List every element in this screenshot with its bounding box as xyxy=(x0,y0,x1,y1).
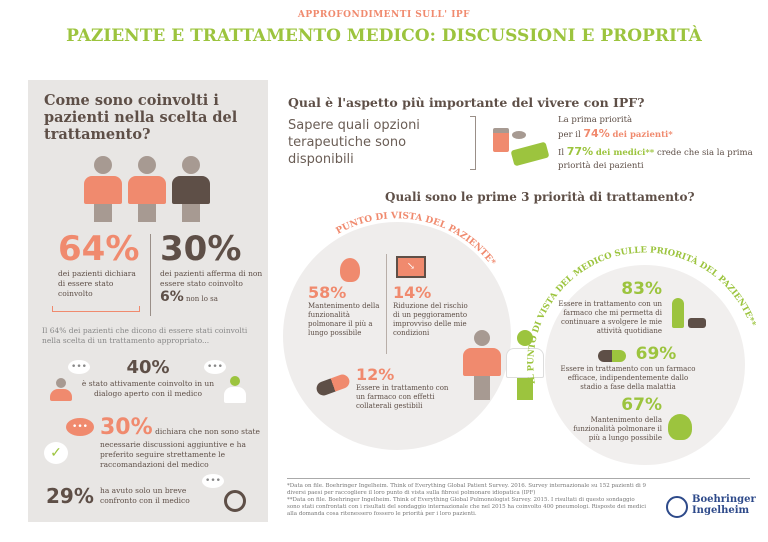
stat-77: 77% xyxy=(566,145,594,158)
stat-30-block: 30% dei pazienti afferma di non essere s… xyxy=(160,229,264,307)
bracket xyxy=(52,306,140,312)
patient-stat-58: 58% xyxy=(308,283,347,302)
divider xyxy=(386,254,387,354)
doctor-stat-69-block: 69% Essere in trattamento con un farmaco… xyxy=(560,344,696,392)
stat-30-text: dei pazienti afferma di non essere stato… xyxy=(160,269,263,289)
patient-stat-58-text: Mantenimento della funzionalità polmonar… xyxy=(308,302,380,338)
stat-29-text: ha avuto solo un breve confronto con il … xyxy=(100,486,190,505)
priority-text: dei medici** xyxy=(595,148,655,158)
person-walking-dog-icon xyxy=(672,298,684,328)
footnotes: *Data on file. Boehringer Ingelheim. Thi… xyxy=(287,483,647,518)
stat-40-block: 40% è stato attivamente coinvolto in un … xyxy=(80,357,216,399)
doctor-stat-83-block: 83% Essere in trattamento con un farmaco… xyxy=(552,279,662,336)
priority-text: Il xyxy=(558,148,565,158)
stat-30: 30% xyxy=(160,229,242,269)
stat-6: 6% xyxy=(160,289,184,306)
logo-line-2: Ingelheim xyxy=(692,505,750,516)
dog-icon xyxy=(688,318,706,328)
doctor-circle xyxy=(545,265,745,465)
lungs-icon xyxy=(668,414,692,440)
patient-stat-14-text: Riduzione del rischio di un peggiorament… xyxy=(393,302,468,338)
checkmark-icon: ✓ xyxy=(44,442,68,464)
stat-64-text: dei pazienti dichiara di essere stato co… xyxy=(58,269,136,299)
ipf-answer: Sapere quali opzioni terapeutiche sono d… xyxy=(288,118,420,167)
footnote-2: **Data on file. Boehringer Ingelheim. Th… xyxy=(287,497,647,517)
patient-stat-58-block: 58% Mantenimento della funzionalità polm… xyxy=(308,283,382,338)
priority-doctors: Il 77% dei medici** crede che sia la pri… xyxy=(558,145,758,173)
stopwatch-icon xyxy=(224,490,246,512)
stat-29: 29% xyxy=(46,484,94,508)
priority-patients: La prima priorità per il 74% dei pazient… xyxy=(558,114,758,142)
doctor-stat-69-text: Essere in trattamento con un farmaco eff… xyxy=(560,364,696,391)
speech-bubble-icon: ••• xyxy=(66,418,94,436)
doctor-stat-67-block: 67% Mantenimento della funzionalità polm… xyxy=(566,395,662,443)
stat-74: 74% xyxy=(583,127,610,140)
left-panel: Come sono coinvolti i pazienti nella sce… xyxy=(28,80,268,522)
priorities-heading: Quali sono le prime 3 priorità di tratta… xyxy=(385,190,695,204)
doctor-arc-label: IL PUNTO DI VISTA DEL MEDICO SULLE PRIOR… xyxy=(526,245,757,385)
divider xyxy=(150,234,151,316)
pill-bottle-icon xyxy=(493,128,509,152)
speech-bubble-icon: ••• xyxy=(68,360,90,374)
stat-6-text: non lo sa xyxy=(186,295,218,304)
tablet-icon xyxy=(512,131,526,139)
stat-64: 64% xyxy=(58,229,140,269)
doctor-stat-67-text: Mantenimento della funzionalità polmonar… xyxy=(573,415,662,442)
priority-text: per il xyxy=(558,130,581,140)
stat-30b-text: dichiara che non sono state necessarie d… xyxy=(100,427,260,469)
speech-bubble-icon: ••• xyxy=(204,360,226,374)
lungs-icon xyxy=(340,258,360,282)
priority-block: La prima priorità per il 74% dei pazient… xyxy=(558,114,758,173)
priority-text: La prima priorità xyxy=(558,115,633,125)
boehringer-logo-icon xyxy=(666,496,688,518)
doctor-stat-67: 67% xyxy=(621,395,662,415)
chart-decline-icon: ↘ xyxy=(396,256,426,278)
patient-stat-14-block: 14% Riduzione del rischio di un peggiora… xyxy=(393,283,473,338)
stat-40: 40% xyxy=(126,357,170,378)
priority-text: dei pazienti* xyxy=(612,130,673,140)
footnote-1: *Data on file. Boehringer Ingelheim. Thi… xyxy=(287,483,647,496)
note: Il 64% dei pazienti che dicono di essere… xyxy=(42,326,248,345)
patient-stat-12: 12% xyxy=(356,365,395,384)
capsule-icon xyxy=(598,350,626,362)
blister-pack-icon xyxy=(510,141,550,167)
company-logo: Boehringer Ingelheim xyxy=(692,494,756,516)
patient-stat-14: 14% xyxy=(393,283,432,302)
logo-line-1: Boehringer xyxy=(692,494,756,505)
bracket xyxy=(470,116,476,170)
patient-stat-12-text: Essere in trattamento con un farmaco con… xyxy=(356,384,449,411)
left-heading: Come sono coinvolti i pazienti nella sce… xyxy=(44,92,238,143)
patient-stat-12-block: 12% Essere in trattamento con un farmaco… xyxy=(356,365,456,411)
stat-30b: 30% xyxy=(100,415,153,440)
doctor-stat-83-text: Essere in trattamento con un farmaco che… xyxy=(558,299,662,335)
stat-30b-block: 30% dichiara che non sono state necessar… xyxy=(100,416,260,470)
stat-40-text: è stato attivamente coinvolto in un dial… xyxy=(81,378,215,398)
stat-64-block: 64% dei pazienti dichiara di essere stat… xyxy=(58,229,144,299)
speech-bubble-icon: ••• xyxy=(202,474,224,488)
doctor-stat-69: 69% xyxy=(635,344,677,364)
footer-divider xyxy=(287,478,750,479)
kicker: APPROFONDIMENTI SULL' IPF xyxy=(297,10,471,20)
priority-text: crede che sia la prima priorità dei pazi… xyxy=(558,148,753,171)
page-title: PAZIENTE E TRATTAMENTO MEDICO: DISCUSSIO… xyxy=(66,26,702,46)
doctor-stat-83: 83% xyxy=(621,279,662,299)
ipf-heading: Qual è l'aspetto più importante del vive… xyxy=(288,95,645,110)
